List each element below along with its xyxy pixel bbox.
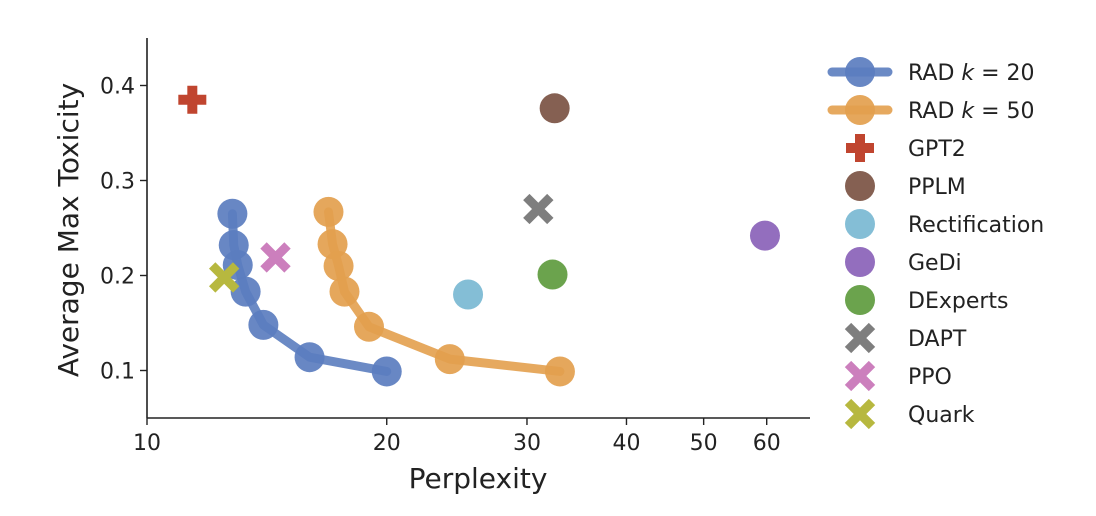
legend-marker [846,134,874,162]
legend-marker [845,209,875,239]
legend-label: DExperts [908,289,1009,314]
series-2 [178,85,207,114]
legend-entry: RAD k = 50 [827,95,1035,125]
axes: 10 20 30 40 50 60 0.1 0.2 0.3 0.4 [100,38,810,456]
legend-entry: DExperts [845,285,1009,315]
data-point [544,356,575,387]
x-tick-label: 20 [373,431,401,456]
x-tick-label: 30 [513,431,541,456]
legend-label: Quark [908,403,975,428]
legend-marker [845,57,875,87]
y-tick-label: 0.2 [100,265,135,290]
legend-label: PPLM [908,175,966,200]
data-point [313,196,344,227]
data-point [248,309,279,340]
legend-label: RAD k = 20 [908,61,1035,86]
data-point [353,311,384,342]
legend-label: GPT2 [908,137,966,162]
series-5 [749,220,780,251]
data-point [178,85,207,114]
y-tick-label: 0.3 [100,170,135,195]
data-point [294,342,325,373]
y-tick-label: 0.1 [100,360,135,385]
legend-label: RAD k = 50 [908,99,1035,124]
data-point [537,259,568,290]
legend-entry: DAPT [844,322,967,354]
x-tick-label: 50 [690,431,718,456]
data-point [434,344,465,375]
legend-entry: RAD k = 20 [827,57,1035,87]
y-tick-label: 0.4 [100,75,135,100]
x-tick-label: 10 [133,431,161,456]
legend-entry: GeDi [845,247,962,277]
series-6 [537,259,568,290]
data-point [371,356,402,387]
x-tick-label: 60 [753,431,781,456]
series-7 [523,193,554,225]
legend-label: GeDi [908,251,962,276]
legend-entry: PPLM [845,171,966,201]
y-axis-label: Average Max Toxicity [52,83,85,377]
legend-marker [845,171,875,201]
data-point [260,242,291,273]
series-4 [453,279,484,310]
series-8 [260,242,291,273]
legend-marker [845,285,875,315]
data-point [539,93,570,124]
data-point [453,279,484,310]
legend-label: PPO [908,365,952,390]
data-point [208,262,240,293]
legend: RAD k = 20 RAD k = 50 GPT2 PPLM Rectificatio… [827,57,1044,430]
legend-marker [844,360,876,392]
series-0 [217,198,402,387]
data-point [217,198,248,229]
data-point [230,276,261,307]
legend-marker [845,95,875,125]
data-point [523,193,554,225]
legend-entry: Rectification [845,209,1044,239]
chart-marks [178,85,780,387]
legend-label: Rectification [908,213,1044,238]
data-point [323,251,354,281]
series-3 [539,93,570,124]
data-point [749,220,780,251]
legend-entry: PPO [844,360,952,392]
legend-marker [844,322,876,354]
x-tick-label: 40 [612,431,640,456]
series-9 [208,262,240,293]
legend-entry: Quark [844,398,975,430]
data-point [329,276,360,307]
legend-marker [845,247,875,277]
series-1 [313,196,575,387]
legend-marker [844,398,876,430]
legend-label: DAPT [908,327,967,352]
x-axis-label: Perplexity [409,462,548,495]
legend-entry: GPT2 [846,134,966,162]
